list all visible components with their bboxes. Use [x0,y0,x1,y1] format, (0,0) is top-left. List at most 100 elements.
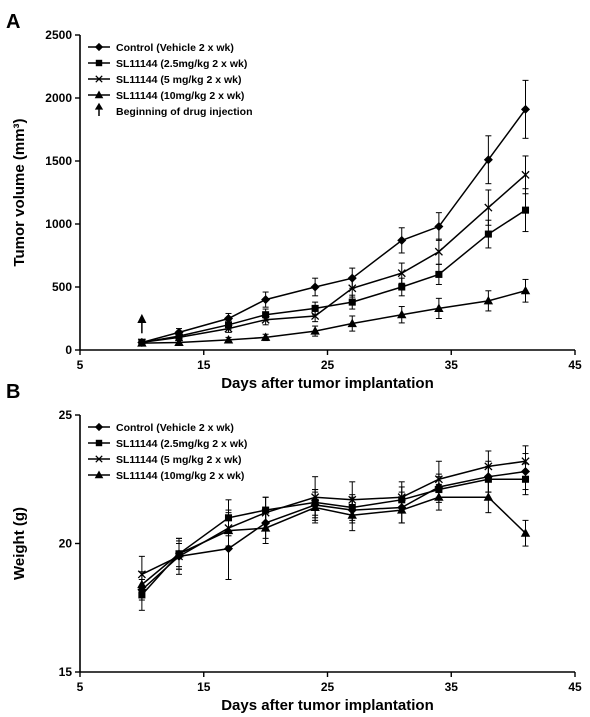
panel-a-legend-marker-3 [94,90,104,99]
panel-a-legend-marker-1 [95,59,103,67]
panel-a-injection-arrow-head [137,313,147,323]
panel-b-series-3-point-8 [483,492,494,501]
panel-a-series-2-point-8-stroke-2 [484,203,493,212]
panel-b-x-tick-label-1: 15 [197,680,211,694]
panel-a-series-3 [137,278,531,347]
panel-b-legend-label-1: SL11144 (2.5mg/kg 2 x wk) [116,438,247,450]
panel-b-series-1-line [141,478,526,596]
panel-b-legend-marker-2 [95,455,103,463]
panel-a-series-1-line [141,209,526,344]
panel-b-x-tick-label-3: 35 [445,680,459,694]
panel-a-y-axis-title: Tumor volume (mm³) [11,118,28,266]
panel-a-x-tick-label-0: 5 [77,358,84,372]
panel-a-legend-annotation-label: Beginning of drug injection [116,106,253,118]
panel-a-series-2-point-2-stroke-2 [224,324,233,333]
panel-a-series-0-point-9 [520,104,531,114]
panel-a-series-1 [138,188,530,346]
panel-a-series-1-point-8 [484,230,492,238]
panel-b-legend-label-2: SL11144 (5 mg/kg 2 x wk) [116,454,241,466]
panel-a-series-2-point-7-stroke-2 [434,247,443,256]
panel-a-y-tick-label-5: 2500 [45,28,72,42]
panel-b-series-2-point-9 [521,457,530,466]
panel-a-x-tick-label-4: 45 [568,358,582,372]
panel-a-series-2-point-1 [174,333,184,342]
panel-a-legend-marker-0 [94,42,104,52]
panel-a-series-0-line [141,108,527,344]
panel-a-legend-label-2: SL11144 (5 mg/kg 2 x wk) [116,74,241,86]
panel-a-series-2-line [141,174,526,344]
panel-a-y-tick-label-4: 2000 [45,91,72,105]
panel-b-series-2 [137,445,530,593]
panel-a-legend-label-3: SL11144 (10mg/kg 2 x wk) [116,90,244,102]
panel-b-series-3-point-0 [137,579,147,589]
panel-a-series-3-point-8 [483,295,494,305]
panel-b-y-tick-label-2: 25 [59,408,73,422]
panel-a-series-2-point-1-stroke-2 [174,333,184,342]
panel-b-series-2-point-8-stroke-2 [484,462,493,471]
panel-a-legend-marker-2-stroke-2 [95,75,103,83]
panel-a-series-2-point-8 [484,203,493,212]
panel-a-series-2-point-6 [397,269,406,278]
panel-a-series-1-point-7 [435,270,443,278]
panel-a-series-2-point-4 [311,311,320,321]
panel-b-series-3-point-4 [310,502,320,512]
panel-a-series-3-point-0 [137,338,147,347]
panel-b-legend-marker-0 [94,422,104,432]
panel-b-series-3-line [141,496,527,586]
panel-b-legend-marker-2-stroke-2 [95,455,103,463]
panel-a-y-tick-label-2: 1000 [45,217,72,231]
panel-a-legend-label-1: SL11144 (2.5mg/kg 2 x wk) [116,58,247,70]
panel-a-series-2-point-4-stroke-2 [311,311,320,321]
panel-a-series-3-point-7 [434,303,444,312]
panel-b-series-2-point-9-stroke-2 [521,457,530,466]
panel-b-series-3 [137,481,531,598]
panel-b-series-2-point-8 [484,462,493,471]
panel-b-series-1 [138,463,530,611]
panel-a-series-3-point-4 [310,326,320,335]
panel-b-legend-marker-1 [95,439,103,447]
panel-b-series-0-line [141,470,526,591]
panel-a-series-2-point-9 [521,170,530,179]
panel-b-x-tick-label-0: 5 [77,680,84,694]
panel-a-y-tick-label-3: 1500 [45,154,72,168]
panel-a-y-tick-label-1: 500 [52,280,72,294]
tumor-volume-chart: 0 500 1000 1500 2000 2500 5 15 25 35 45 Days after … [11,28,582,392]
panel-a-legend-arrow-head [94,102,104,110]
panel-a-y-tick-label-0: 0 [65,343,72,357]
panel-a-series-1-point-5 [348,298,356,306]
panel-a-series-3-point-2 [223,334,234,344]
panel-a-series-2-point-3-stroke-2 [261,315,270,324]
panel-a-series-3-point-3 [260,332,271,341]
panel-a-series-3-point-9 [520,285,531,295]
panel-b-x-tick-label-4: 45 [568,680,582,694]
panel-b-legend-label-3: SL11144 (10mg/kg 2 x wk) [116,470,244,482]
panel-a-series-0-point-4 [310,282,320,292]
panel-b-series-3-point-1 [174,548,184,558]
panel-a-series-2-point-2 [224,324,233,333]
panel-a-series-2-point-5 [348,284,357,293]
panel-b-y-axis-title: Weight (g) [11,507,28,580]
panel-a-legend-marker-2 [95,75,103,83]
panel-a-series-0-point-8 [483,155,493,165]
panel-a-series-2 [137,155,530,347]
panel-a-series-0-point-6 [397,235,407,245]
panel-b-x-tick-label-2: 25 [321,680,335,694]
panel-a-series-2-point-5-stroke-2 [348,284,357,293]
panel-a-series-3-point-1 [174,337,184,346]
panel-a-x-tick-label-2: 25 [321,358,335,372]
panel-b-series-3-point-7 [434,492,444,501]
panel-b-series-3-point-5 [347,510,357,519]
panel-b-series-3-point-6 [397,505,407,514]
panel-b-series-2-point-7 [434,475,443,484]
panel-a-series-2-point-3 [261,315,270,324]
panel-b-series-3-point-3 [260,523,271,532]
panel-b-series-3-point-9 [520,528,531,537]
panel-b-y-tick-label-1: 20 [59,537,73,551]
panel-a-x-axis-title: Days after tumor implantation [221,375,434,392]
panel-a-x-tick-label-3: 35 [445,358,459,372]
panel-a-series-2-point-9-stroke-2 [521,170,530,179]
panel-a-series-3-point-6 [397,309,407,319]
panel-a-series-1-point-9 [521,206,530,214]
panel-a-series-1-point-6 [398,283,406,291]
panel-b-x-axis-title: Days after tumor implantation [221,697,434,714]
